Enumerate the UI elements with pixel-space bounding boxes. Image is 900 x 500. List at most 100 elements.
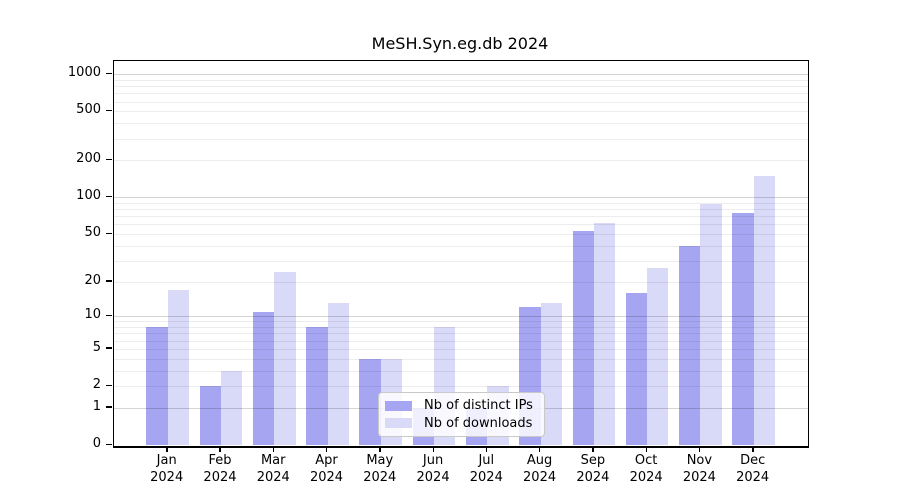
bar-distinct-ips xyxy=(146,327,168,445)
legend-swatch-distinct-ips-icon xyxy=(385,400,412,411)
gridline-minor xyxy=(114,348,808,350)
gridline-minor xyxy=(114,111,808,113)
bar-downloads xyxy=(700,204,722,445)
gridline-minor xyxy=(114,340,808,342)
x-tick xyxy=(432,447,434,452)
x-tick-label: Jan 2024 xyxy=(150,453,184,485)
bar-downloads xyxy=(274,272,296,445)
bar-downloads xyxy=(167,289,189,445)
x-tick-label: Nov 2024 xyxy=(682,453,716,485)
gridline-minor xyxy=(114,358,808,360)
y-tick xyxy=(106,158,112,161)
y-tick-label: 20 xyxy=(84,272,101,288)
gridline-minor xyxy=(114,321,808,323)
chart-title: MeSH.Syn.eg.db 2024 xyxy=(371,34,549,53)
y-tick xyxy=(106,232,112,234)
y-tick-label: 10 xyxy=(84,307,101,323)
x-tick-label: Dec 2024 xyxy=(736,453,770,485)
y-tick-label: 50 xyxy=(84,225,101,241)
legend-swatch-downloads-icon xyxy=(385,418,412,429)
y-tick xyxy=(106,384,112,386)
x-tick xyxy=(539,447,541,452)
gridline-minor xyxy=(114,327,808,329)
bar-distinct-ips xyxy=(572,230,594,445)
x-tick-label: Jun 2024 xyxy=(416,453,450,485)
bar-downloads xyxy=(327,303,349,445)
y-tick-label: 1000 xyxy=(67,65,101,81)
y-tick xyxy=(106,347,112,349)
y-tick xyxy=(106,280,112,282)
x-tick xyxy=(219,447,221,452)
y-tick xyxy=(106,443,112,445)
x-tick xyxy=(752,447,754,452)
gridline-minor xyxy=(114,370,808,372)
legend: Nb of distinct IPs Nb of downloads xyxy=(378,392,545,437)
gridline-minor xyxy=(114,216,808,218)
legend-label-downloads: Nb of downloads xyxy=(424,415,533,431)
bar-downloads xyxy=(753,175,775,445)
bar-distinct-ips xyxy=(252,311,275,445)
y-tick xyxy=(106,109,112,112)
y-tick-label: 200 xyxy=(76,151,101,167)
gridline-major xyxy=(114,316,808,318)
x-tick xyxy=(166,447,168,452)
gridline-major xyxy=(114,74,808,76)
x-tick-label: Sep 2024 xyxy=(576,453,610,485)
gridline-minor xyxy=(114,260,808,262)
legend-label-distinct-ips: Nb of distinct IPs xyxy=(424,398,533,414)
gridline-minor xyxy=(114,86,808,88)
gridline-minor xyxy=(114,138,808,140)
x-tick-label: Oct 2024 xyxy=(629,453,663,485)
x-tick-label: Jul 2024 xyxy=(469,453,503,485)
y-tick-label: 1 xyxy=(92,398,101,414)
bar-downloads xyxy=(540,303,562,445)
x-tick xyxy=(592,447,594,452)
bar-downloads xyxy=(593,222,616,445)
y-tick-label: 0 xyxy=(92,436,101,451)
bar-distinct-ips xyxy=(732,213,754,445)
x-tick xyxy=(698,447,701,452)
y-tick xyxy=(106,406,112,408)
gridline-minor xyxy=(114,209,808,211)
x-tick xyxy=(272,447,275,452)
gridline-minor xyxy=(114,245,808,247)
x-tick xyxy=(326,447,328,452)
y-tick xyxy=(106,72,112,75)
y-tick-label: 100 xyxy=(76,188,101,204)
gridline-minor xyxy=(114,101,808,103)
x-tick xyxy=(485,447,488,452)
gridline-minor xyxy=(114,202,808,204)
x-tick-label: Mar 2024 xyxy=(256,453,290,485)
gridline-minor xyxy=(114,93,808,95)
y-tick-label: 500 xyxy=(76,102,101,118)
x-tick-label: Apr 2024 xyxy=(309,453,344,485)
plot-area xyxy=(113,60,809,448)
x-tick-label: Aug 2024 xyxy=(523,453,557,485)
y-tick xyxy=(106,195,112,198)
bar-distinct-ips xyxy=(199,386,221,445)
gridline-minor xyxy=(114,234,808,236)
gridline-minor xyxy=(114,281,808,283)
bar-downloads xyxy=(647,268,669,445)
bar-downloads xyxy=(220,370,243,445)
x-tick xyxy=(379,447,381,452)
x-tick-label: May 2024 xyxy=(363,453,397,485)
gridline-minor xyxy=(114,160,808,162)
gridline-minor xyxy=(114,224,808,226)
grid-layer xyxy=(114,61,808,446)
gridline-minor xyxy=(114,123,808,125)
x-tick-label: Feb 2024 xyxy=(203,453,237,485)
gridline-minor xyxy=(114,333,808,335)
bar-distinct-ips xyxy=(679,245,701,445)
bar-distinct-ips xyxy=(625,292,648,445)
gridline-minor xyxy=(114,386,808,388)
y-tick-label: 2 xyxy=(92,377,101,393)
y-tick xyxy=(106,314,112,317)
legend-entry-distinct-ips: Nb of distinct IPs xyxy=(385,397,536,415)
x-tick xyxy=(645,447,648,452)
y-tick-label: 5 xyxy=(92,339,101,355)
legend-entry-downloads: Nb of downloads xyxy=(385,415,536,433)
gridline-major xyxy=(114,197,808,199)
bar-distinct-ips xyxy=(306,327,328,445)
